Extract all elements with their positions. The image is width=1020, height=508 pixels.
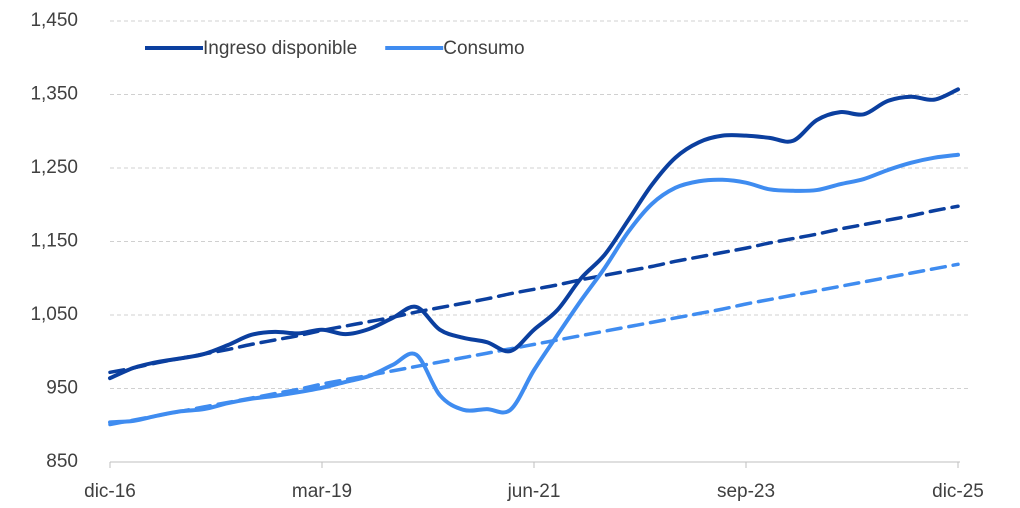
x-tick-label: mar-19: [292, 481, 352, 502]
series-line: [108, 87, 960, 381]
trend-line: [108, 204, 960, 375]
x-tick-label: dic-16: [84, 481, 136, 502]
y-tick-label: 850: [46, 451, 78, 472]
x-tick-label: dic-25: [932, 481, 984, 502]
legend-label: Ingreso disponible: [203, 38, 357, 59]
y-tick-label: 1,450: [30, 10, 78, 31]
x-tick-label: sep-23: [717, 481, 775, 502]
y-tick-label: 1,250: [30, 157, 78, 178]
y-tick-label: 1,350: [30, 84, 78, 105]
y-tick-label: 1,150: [30, 231, 78, 252]
series-line: [108, 152, 960, 425]
y-tick-label: 1,050: [30, 304, 78, 325]
x-tick-label: jun-21: [507, 481, 561, 502]
legend-label: Consumo: [443, 38, 524, 59]
y-tick-label: 950: [46, 378, 78, 399]
